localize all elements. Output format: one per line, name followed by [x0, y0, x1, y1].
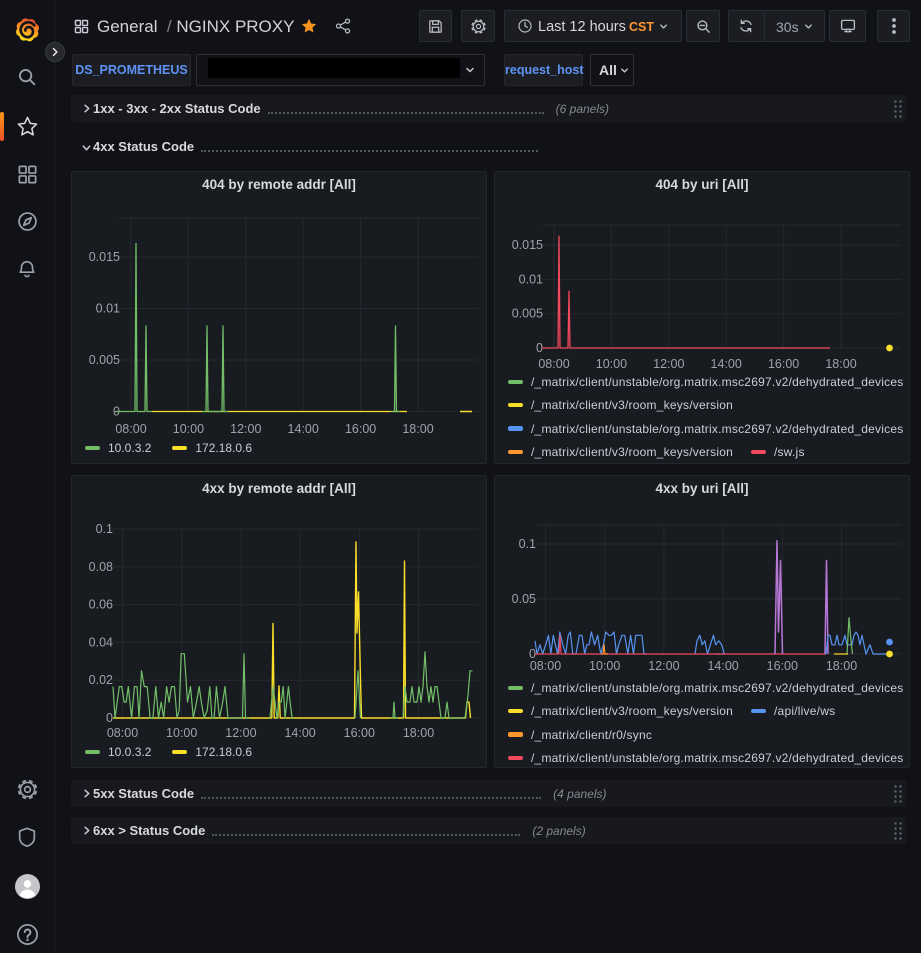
svg-text:0.04: 0.04	[89, 635, 113, 649]
svg-text:16:00: 16:00	[767, 659, 798, 673]
svg-text:18:00: 18:00	[825, 357, 856, 371]
svg-text:10:00: 10:00	[596, 357, 627, 371]
svg-text:12:00: 12:00	[230, 422, 261, 436]
svg-text:0.015: 0.015	[89, 250, 120, 264]
svg-text:16:00: 16:00	[345, 422, 376, 436]
svg-text:08:00: 08:00	[530, 659, 561, 673]
svg-text:14:00: 14:00	[707, 659, 738, 673]
svg-text:0: 0	[536, 341, 543, 355]
svg-text:14:00: 14:00	[284, 726, 315, 740]
svg-text:16:00: 16:00	[768, 357, 799, 371]
svg-text:18:00: 18:00	[403, 726, 434, 740]
svg-text:0: 0	[106, 711, 113, 725]
svg-text:14:00: 14:00	[288, 422, 319, 436]
svg-text:0.08: 0.08	[89, 560, 113, 574]
svg-text:08:00: 08:00	[115, 422, 146, 436]
svg-text:08:00: 08:00	[107, 726, 138, 740]
svg-text:0.02: 0.02	[89, 673, 113, 687]
svg-text:0.06: 0.06	[89, 598, 113, 612]
svg-text:14:00: 14:00	[711, 357, 742, 371]
svg-text:0.05: 0.05	[512, 592, 536, 606]
svg-text:12:00: 12:00	[653, 357, 684, 371]
svg-text:12:00: 12:00	[648, 659, 679, 673]
svg-text:0.015: 0.015	[512, 238, 543, 252]
svg-text:10:00: 10:00	[173, 422, 204, 436]
svg-text:08:00: 08:00	[538, 357, 569, 371]
svg-text:0.1: 0.1	[519, 537, 536, 551]
svg-text:18:00: 18:00	[826, 659, 857, 673]
svg-text:18:00: 18:00	[402, 422, 433, 436]
svg-text:0.01: 0.01	[519, 272, 543, 286]
svg-text:0.1: 0.1	[96, 522, 113, 536]
svg-text:10:00: 10:00	[166, 726, 197, 740]
svg-text:0.01: 0.01	[96, 302, 120, 316]
svg-text:0: 0	[529, 647, 536, 661]
svg-text:0.005: 0.005	[512, 307, 543, 321]
svg-text:12:00: 12:00	[225, 726, 256, 740]
svg-text:0.005: 0.005	[89, 353, 120, 367]
svg-text:10:00: 10:00	[589, 659, 620, 673]
svg-text:16:00: 16:00	[344, 726, 375, 740]
